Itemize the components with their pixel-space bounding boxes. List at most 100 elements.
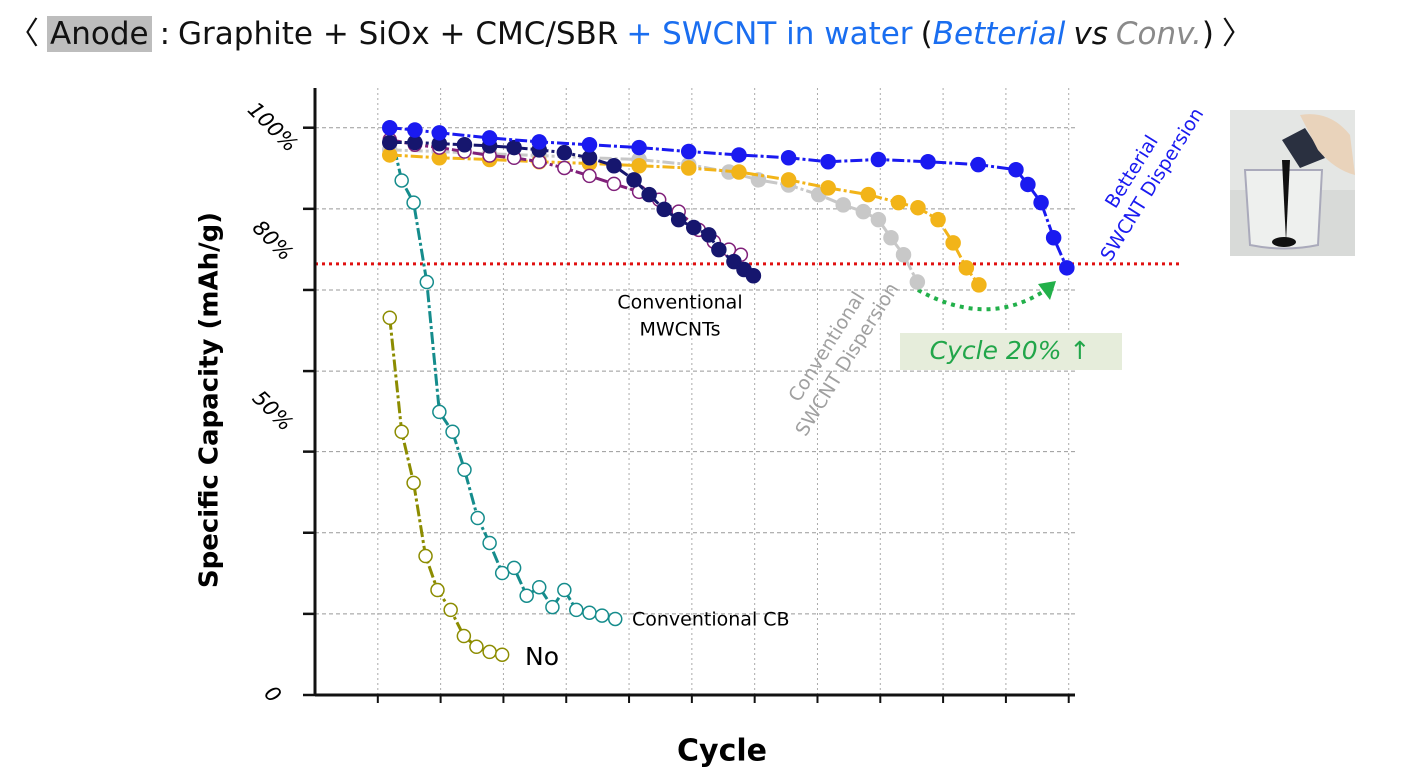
data-point — [381, 134, 398, 151]
series-line — [389, 138, 742, 257]
data-point — [731, 147, 747, 163]
data-point — [820, 180, 836, 196]
data-point — [930, 211, 946, 228]
data-point — [745, 268, 762, 284]
data-point — [726, 253, 742, 270]
data-point — [958, 260, 975, 276]
y-axis-title: Specific Capacity (mAh/g) — [195, 212, 225, 588]
data-point — [406, 475, 421, 491]
title-part: Graphite + SiOx + CMC/SBR — [178, 16, 619, 52]
data-point — [883, 230, 899, 246]
data-point — [556, 144, 573, 161]
data-point — [1045, 230, 1062, 246]
data-point — [701, 227, 717, 243]
annotation: MWCNTs — [639, 319, 720, 341]
data-point — [1059, 260, 1075, 276]
data-point — [680, 143, 697, 160]
y-tick-label: 100% — [243, 97, 302, 156]
data-point — [519, 588, 534, 603]
title-part: 〈 — [8, 16, 39, 52]
data-point — [445, 424, 460, 440]
title-part: Betterial — [932, 16, 1066, 52]
title-part: : — [159, 16, 171, 52]
data-point — [820, 153, 836, 170]
data-point — [895, 247, 912, 263]
data-point — [443, 602, 458, 618]
data-point — [431, 125, 448, 141]
data-point — [1020, 176, 1036, 193]
photo — [1230, 110, 1355, 256]
series-line — [389, 148, 919, 283]
data-point — [582, 605, 597, 620]
data-point — [482, 535, 497, 551]
data-point — [945, 235, 961, 251]
data-point — [430, 582, 445, 598]
data-point — [971, 277, 987, 293]
data-point — [780, 172, 797, 188]
data-point — [1008, 161, 1024, 178]
plot — [315, 119, 1180, 662]
data-point — [685, 219, 702, 236]
annotation: Conventional CB — [632, 609, 790, 631]
data-point — [432, 404, 447, 420]
data-point — [457, 462, 472, 478]
data-point — [394, 424, 409, 440]
data-point — [506, 560, 522, 576]
data-point — [731, 164, 747, 180]
data-point — [711, 241, 727, 258]
data-point — [569, 602, 584, 618]
data-point — [381, 119, 398, 136]
data-point — [626, 172, 642, 188]
data-point — [631, 157, 647, 174]
title-part: ( — [920, 16, 933, 52]
data-point — [920, 153, 936, 170]
arrow-head — [1038, 281, 1056, 300]
data-point — [406, 195, 421, 210]
data-point — [855, 203, 872, 220]
series-line — [388, 317, 503, 657]
data-point — [780, 150, 797, 166]
data-point — [670, 211, 687, 228]
data-point — [1033, 194, 1049, 211]
title-part: ) — [1201, 16, 1214, 52]
annotation-group: Conventional SWCNT Dispersion — [784, 279, 903, 440]
data-point — [631, 139, 647, 156]
data-point — [970, 156, 987, 173]
data-point — [641, 186, 657, 203]
data-point — [407, 122, 423, 138]
data-point — [870, 151, 887, 168]
data-point — [581, 136, 598, 153]
data-point — [557, 582, 572, 598]
data-point — [481, 130, 498, 146]
data-point — [581, 150, 598, 166]
data-point — [870, 211, 887, 228]
title-part: Anode — [47, 16, 152, 52]
callout-box — [900, 333, 1122, 370]
y-tick-label: 80% — [248, 215, 298, 265]
annotation: Conventional — [617, 292, 742, 314]
title-part: vs — [1073, 16, 1108, 52]
data-point — [470, 510, 485, 526]
data-point — [890, 194, 907, 211]
title-part: Conv. — [1115, 16, 1202, 52]
y-tick-label: 50% — [248, 386, 298, 436]
x-axis-title: Cycle — [677, 734, 767, 769]
data-point — [545, 599, 560, 615]
data-point — [531, 134, 547, 150]
data-point — [910, 199, 926, 216]
data-point — [909, 274, 926, 290]
data-point — [594, 608, 610, 623]
annotation: No — [525, 642, 559, 671]
data-point — [418, 548, 433, 564]
data-point — [557, 160, 572, 176]
data-point — [494, 565, 510, 581]
y-tick-label: 0 — [259, 681, 285, 707]
data-point — [656, 201, 672, 218]
data-point — [582, 168, 597, 184]
data-point — [469, 639, 484, 655]
data-point — [680, 160, 697, 176]
title-part: 〉 — [1221, 16, 1253, 52]
data-point — [456, 628, 472, 644]
